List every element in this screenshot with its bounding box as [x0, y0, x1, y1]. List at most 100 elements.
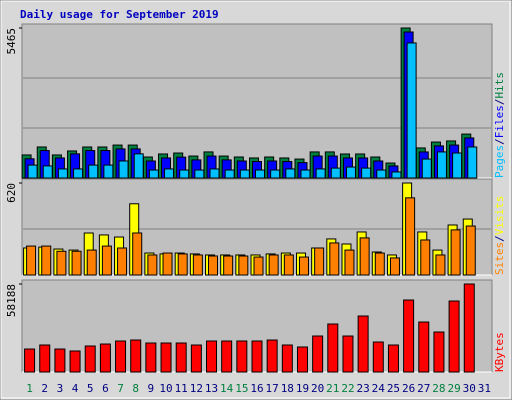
bar	[206, 340, 218, 373]
x-tick-label: 19	[296, 382, 309, 395]
x-tick-label: 7	[117, 382, 124, 395]
bar	[435, 254, 446, 276]
bar	[300, 169, 311, 179]
bar	[179, 169, 190, 179]
x-tick-label: 10	[159, 382, 172, 395]
bar	[281, 344, 293, 373]
bar	[298, 256, 309, 276]
bar	[344, 249, 355, 276]
bar	[177, 253, 188, 276]
bar	[329, 242, 340, 276]
legend: Sites/Visits	[493, 196, 506, 276]
bar	[389, 257, 400, 276]
bar	[251, 340, 263, 373]
bar	[452, 152, 463, 179]
bar	[130, 339, 142, 373]
bar	[312, 335, 324, 373]
bar	[406, 42, 417, 179]
bar	[387, 344, 399, 373]
bar	[372, 341, 384, 373]
bar	[405, 197, 416, 276]
bar	[88, 164, 99, 179]
bar	[175, 342, 187, 373]
bar	[255, 169, 265, 179]
x-tick-label: 1	[26, 382, 33, 395]
bar	[162, 252, 173, 276]
x-tick-label: 26	[402, 382, 415, 395]
x-tick-label: 27	[417, 382, 430, 395]
bar	[223, 255, 234, 276]
bar	[41, 245, 52, 276]
legend-separator: /	[493, 235, 506, 242]
bar	[99, 343, 111, 373]
bar	[27, 164, 38, 179]
x-tick-label: 29	[447, 382, 460, 395]
x-tick-label: 3	[57, 382, 64, 395]
x-tick-label: 8	[132, 382, 139, 395]
bar	[69, 350, 81, 373]
bar	[164, 168, 175, 179]
x-tick-label: 6	[102, 382, 109, 395]
bar	[56, 250, 67, 276]
bar	[283, 254, 294, 276]
x-tick-label: 14	[220, 382, 234, 395]
bar	[86, 249, 97, 276]
bar	[436, 151, 447, 179]
bar	[209, 168, 220, 179]
legend: Pages/Files/Hits	[493, 72, 506, 178]
bar	[194, 169, 205, 179]
x-tick-label: 30	[463, 382, 476, 395]
legend-separator: /	[493, 138, 506, 145]
bar	[361, 167, 372, 179]
bar	[42, 165, 53, 179]
bar	[239, 169, 250, 179]
x-tick-label: 5	[87, 382, 94, 395]
y-tick-label: 58188	[5, 284, 18, 317]
bar	[448, 300, 460, 373]
bar	[147, 254, 158, 276]
bar	[403, 299, 415, 373]
x-tick-label: 20	[311, 382, 324, 395]
bar	[145, 342, 157, 373]
bar	[391, 171, 402, 179]
bar	[463, 283, 475, 373]
bar	[327, 323, 339, 373]
legend-label: Visits	[493, 196, 506, 236]
x-tick-label: 15	[235, 382, 248, 395]
bar	[342, 335, 354, 373]
legend-separator: /	[493, 99, 506, 106]
bar	[345, 166, 356, 179]
bar	[238, 255, 249, 276]
bar	[117, 247, 128, 276]
bar	[57, 168, 68, 179]
x-tick-label: 12	[190, 382, 203, 395]
bar	[73, 168, 84, 179]
bar	[357, 315, 369, 373]
x-tick-label: 22	[341, 382, 354, 395]
bar	[465, 225, 476, 276]
bar	[420, 239, 431, 276]
bar	[101, 245, 112, 276]
bar	[467, 146, 478, 179]
bar	[421, 158, 432, 179]
bar	[148, 169, 159, 179]
bar	[115, 340, 127, 373]
bar	[315, 168, 326, 179]
bar	[330, 167, 341, 179]
bar	[26, 245, 37, 276]
x-tick-label: 9	[148, 382, 155, 395]
x-tick-label: 13	[205, 382, 218, 395]
y-tick-label: 5465	[5, 28, 18, 55]
bar	[39, 344, 51, 373]
bar	[359, 237, 370, 276]
legend-label: Files	[493, 105, 506, 138]
bar	[268, 254, 279, 276]
bar	[118, 160, 129, 179]
bar	[160, 342, 172, 373]
bar	[418, 321, 430, 373]
bar	[192, 254, 203, 276]
x-tick-label: 31	[478, 382, 491, 395]
legend-label: Hits	[493, 72, 506, 99]
